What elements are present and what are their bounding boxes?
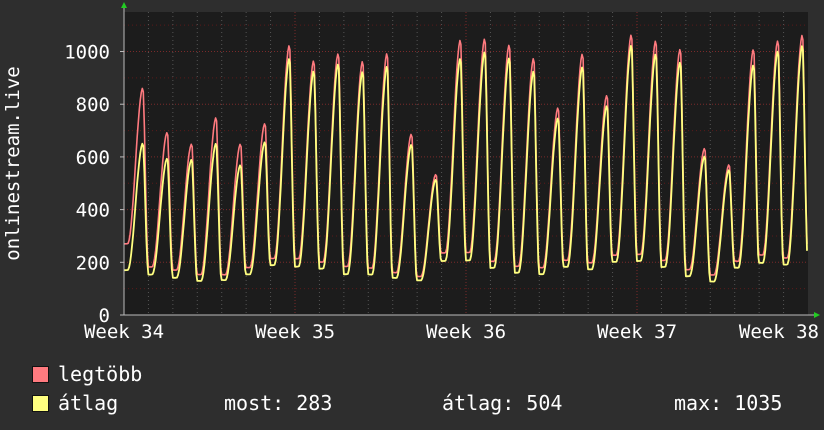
stat-now: most: 283: [224, 391, 333, 415]
y-tick-label: 400: [76, 200, 110, 222]
stat-average: átlag: 504: [442, 391, 563, 415]
legend-row-avg: átlag most: 283 átlag: 504 max: 1035: [30, 392, 820, 414]
traffic-chart: 0 200 400 600 800 1000 Week 34 Week 35 Week 36 We…: [2, 2, 820, 343]
y-axis-label: onlinestream.live: [2, 66, 24, 260]
legend-label-avg: átlag: [58, 391, 119, 415]
y-tick-label: 200: [76, 252, 110, 274]
x-tick-label: Week 37: [597, 321, 677, 343]
y-axis-arrow: [121, 2, 127, 8]
y-tick-label: 800: [76, 94, 110, 116]
legend-swatch-max: [32, 366, 49, 383]
series-line-avg: [124, 45, 808, 283]
x-tick-label: Week 34: [84, 321, 164, 343]
legend-swatch-avg: [32, 395, 49, 412]
x-axis-arrow: [814, 312, 820, 318]
stat-max: max: 1035: [674, 391, 783, 415]
y-tick-label: 1000: [64, 42, 110, 64]
y-tick-label: 600: [76, 147, 110, 169]
y-tick-label: 0: [99, 305, 110, 327]
legend-label-max: legtöbb: [58, 362, 143, 386]
x-tick-label: Week 35: [255, 321, 335, 343]
x-tick-label: Week 36: [426, 321, 506, 343]
x-tick-label: Week 38: [739, 321, 819, 343]
